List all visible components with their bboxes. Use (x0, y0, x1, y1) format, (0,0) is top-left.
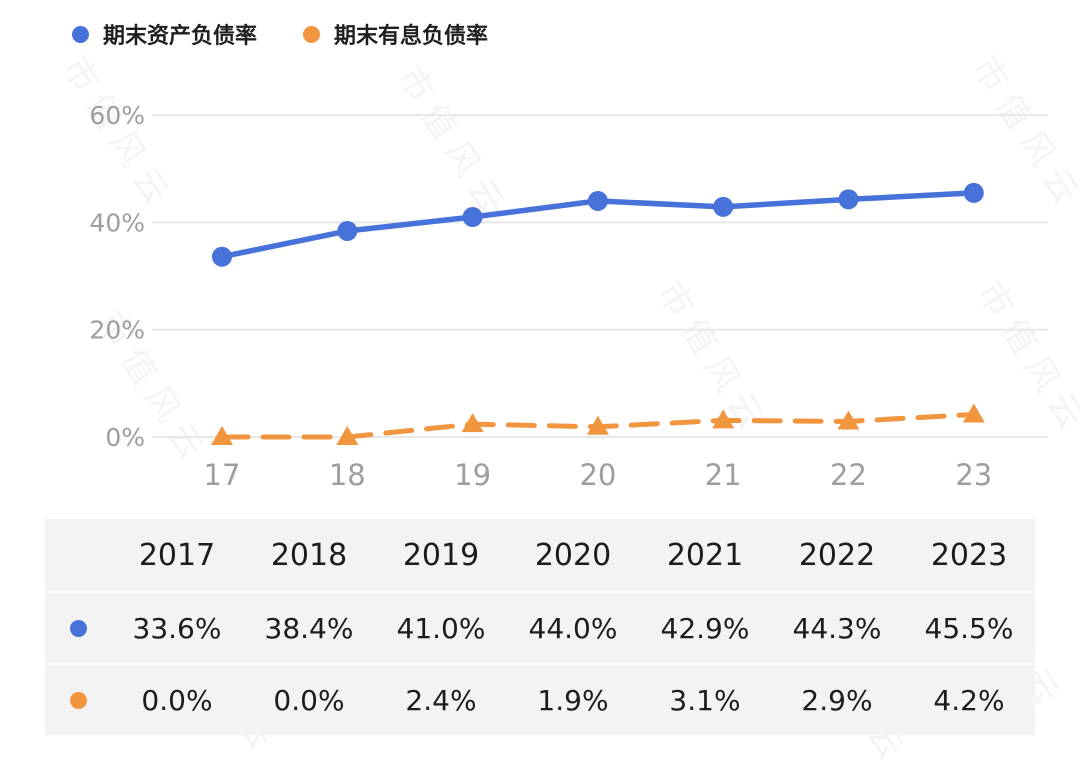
table-year-header: 2017 (138, 537, 216, 573)
x-tick-label: 23 (955, 458, 992, 492)
triangle-data-point-marker (962, 403, 985, 423)
y-tick-label: 20% (89, 316, 145, 345)
x-tick-label: 22 (830, 458, 867, 492)
x-tick-label: 18 (329, 458, 366, 492)
table-year-header: 2018 (270, 537, 348, 573)
triangle-data-point-marker (712, 409, 735, 429)
table-year-header: 2019 (402, 537, 480, 573)
table-value-cell: 2.9% (801, 683, 873, 717)
table-value-cell: 44.0% (528, 611, 618, 645)
table-value-cell: 0.0% (273, 683, 345, 717)
table-row: 33.6% 38.4% 41.0% 44.0% 42.9% 44.3% 45.5% (45, 591, 1035, 663)
circle-data-point-marker (587, 190, 608, 211)
triangle-data-point-marker (586, 415, 609, 435)
y-tick-label: 0% (105, 423, 145, 452)
legend-label-interest-bearing-debt-ratio: 期末有息负债率 (334, 24, 489, 49)
series-marker-icon (69, 691, 87, 709)
table-year-header: 2022 (798, 537, 876, 573)
circle-data-point-marker (337, 220, 358, 241)
orange-circle-marker-icon (303, 25, 321, 43)
legend-item-asset-liability-ratio: 期末资产负债率 (72, 18, 257, 50)
x-tick-label: 17 (204, 458, 241, 492)
series-marker-cell (45, 665, 111, 735)
circle-data-point-marker (963, 182, 984, 203)
table-value-cell: 38.4% (264, 611, 354, 645)
x-tick-label: 19 (454, 458, 491, 492)
legend-item-interest-bearing-debt-ratio: 期末有息负债率 (303, 18, 488, 50)
blue-circle-marker-icon (72, 25, 89, 43)
table-value-cell: 44.3% (792, 611, 882, 645)
table-value-cell: 45.5% (924, 611, 1014, 645)
table-value-cell: 3.1% (669, 683, 741, 717)
y-tick-label: 60% (89, 101, 145, 130)
series-marker-cell (45, 593, 111, 663)
triangle-data-point-marker (211, 426, 233, 445)
x-tick-label: 21 (705, 458, 742, 492)
triangle-data-point-marker (336, 426, 359, 445)
circle-data-point-marker (838, 189, 859, 210)
chart-legend: 期末资产负债率 期末有息负债率 (72, 18, 488, 50)
series-marker-icon (69, 619, 87, 637)
legend-label-asset-liability-ratio: 期末资产负债率 (103, 24, 258, 49)
table-year-header: 2023 (930, 537, 1008, 573)
table-year-header: 2021 (666, 537, 744, 573)
table-row: 0.0% 0.0% 2.4% 1.9% 3.1% 2.9% 4.2% (45, 663, 1035, 735)
x-tick-label: 20 (579, 458, 616, 492)
circle-data-point-marker (462, 207, 483, 228)
table-value-cell: 1.9% (537, 683, 609, 717)
triangle-data-point-marker (837, 410, 860, 430)
y-tick-label: 40% (89, 208, 145, 237)
table-value-cell: 4.2% (933, 683, 1005, 717)
table-value-cell: 33.6% (132, 611, 222, 645)
table-corner-cell (45, 519, 111, 591)
line-chart: 0% 20% 40% 60% 17 18 19 20 21 22 23 (89, 101, 1048, 492)
data-table: 2017 2018 2019 2020 2021 2022 2023 33.6% 38.4% 41… (45, 519, 1035, 735)
table-year-header: 2020 (534, 537, 612, 573)
circle-data-point-marker (212, 246, 232, 267)
table-value-cell: 0.0% (141, 683, 213, 717)
triangle-data-point-marker (461, 413, 484, 433)
table-value-cell: 41.0% (396, 611, 486, 645)
circle-data-point-marker (713, 196, 734, 217)
table-header-row: 2017 2018 2019 2020 2021 2022 2023 (45, 519, 1035, 591)
table-value-cell: 2.4% (405, 683, 477, 717)
table-value-cell: 42.9% (660, 611, 750, 645)
